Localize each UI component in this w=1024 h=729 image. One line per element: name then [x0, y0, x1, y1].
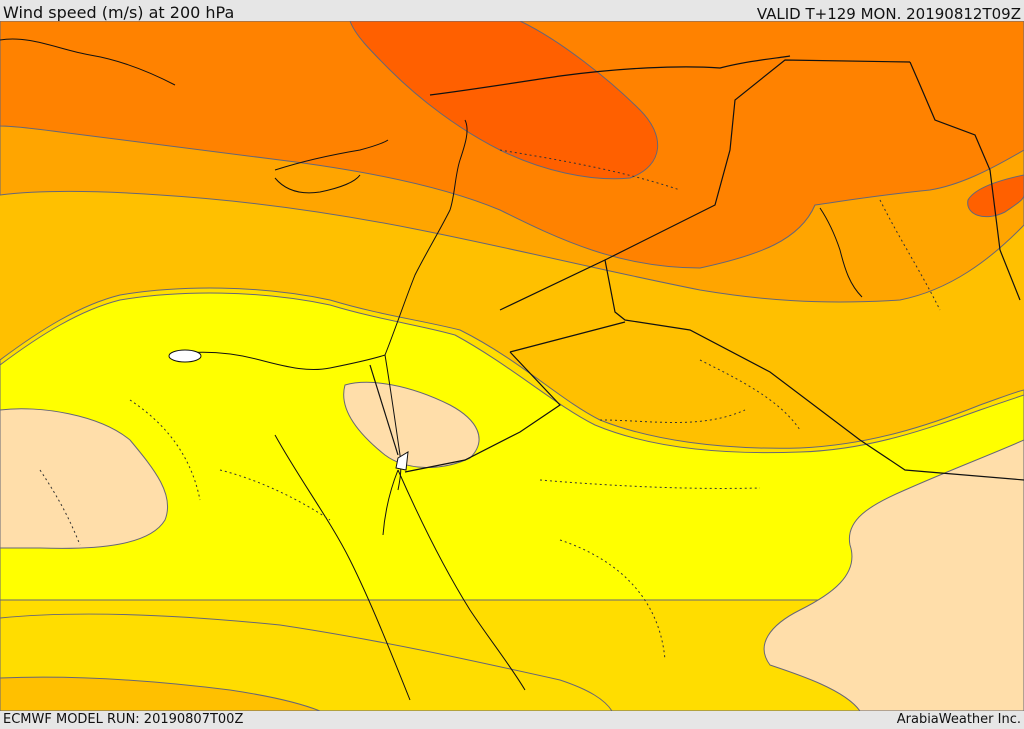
header-bar: Wind speed (m/s) at 200 hPa VALID T+129 … — [0, 0, 1024, 23]
political-borders — [369, 55, 1024, 481]
band-max — [349, 21, 659, 180]
admin-borders — [39, 149, 941, 661]
nile-delta-lake — [168, 349, 202, 363]
wind-speed-map — [0, 21, 1024, 711]
band-low — [0, 292, 1024, 601]
valid-time-label: VALID T+129 MON. 20190812T09Z — [756, 5, 1021, 23]
calm-area-arabia — [763, 439, 1024, 711]
inland-water — [395, 451, 409, 471]
credit-label: ArabiaWeather Inc. — [896, 712, 1021, 727]
band-max-east — [967, 174, 1024, 218]
map-title: Wind speed (m/s) at 200 hPa — [3, 3, 235, 22]
calm-area-egypt-west — [0, 408, 169, 549]
map-view[interactable] — [0, 21, 1024, 711]
model-run-label: ECMWF MODEL RUN: 20190807T00Z — [3, 712, 244, 727]
coastlines — [0, 38, 863, 701]
band-medium-south — [0, 676, 321, 711]
footer-bar: ECMWF MODEL RUN: 20190807T00Z ArabiaWeat… — [0, 711, 1024, 729]
